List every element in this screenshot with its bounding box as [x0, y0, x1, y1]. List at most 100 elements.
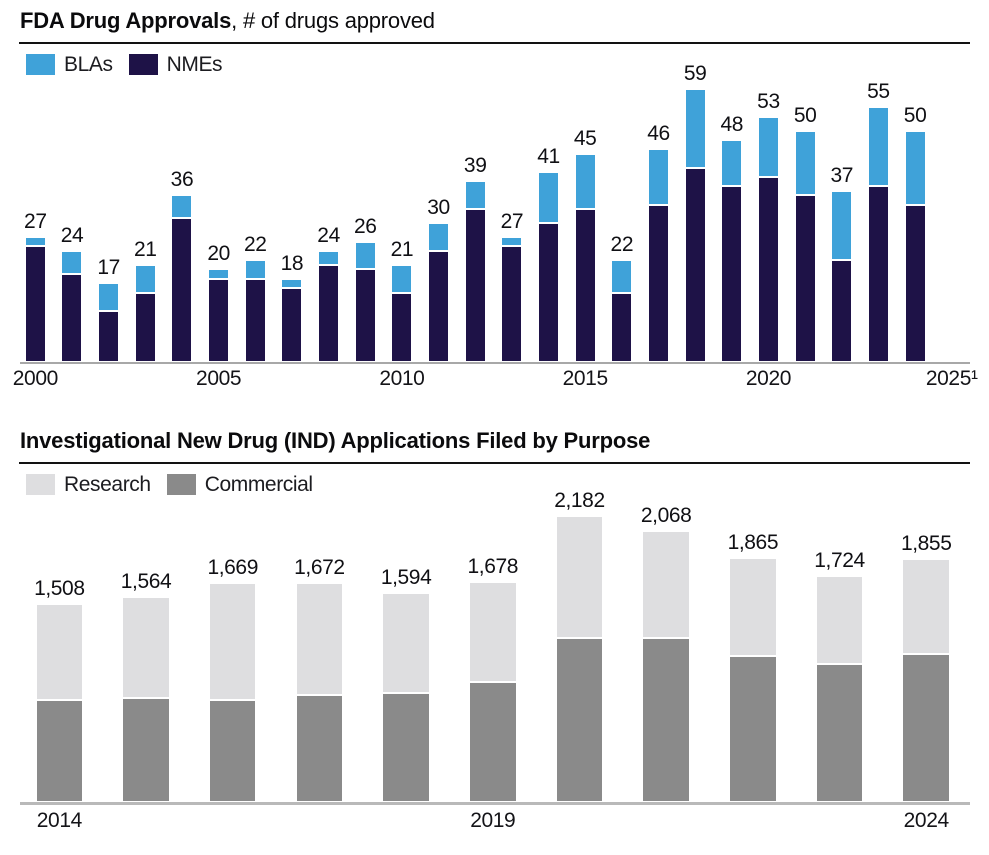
legend-label: Commercial	[204, 472, 313, 496]
x-tick-empty	[787, 368, 824, 390]
x-tick-empty	[189, 810, 276, 832]
bar-column-2013: 27	[494, 75, 531, 362]
bar-segment-nmes	[208, 278, 230, 362]
x-tick-empty	[604, 368, 641, 390]
bar-total-label: 1,669	[207, 556, 258, 580]
research-swatch-icon	[26, 473, 55, 495]
bar-segment-blas	[831, 190, 853, 261]
bar-column-2024: 50	[897, 75, 934, 362]
x-tick-2015: 2015	[563, 368, 609, 390]
x-tick-empty	[420, 368, 457, 390]
legend: BLAs NMEs	[26, 53, 989, 75]
x-tick-empty	[796, 810, 883, 832]
legend-label: Research	[64, 472, 151, 496]
chart-title: FDA Drug Approvals, # of drugs approved	[20, 8, 969, 34]
bar-segment-research	[815, 576, 864, 664]
x-tick-empty	[713, 368, 750, 390]
bar-total-label: 22	[243, 233, 267, 257]
bar-segment-nmes	[794, 195, 816, 362]
x-tick-2000: 2000	[13, 368, 59, 390]
x-tick-empty	[823, 368, 860, 390]
bar-segment-blas	[98, 283, 120, 312]
x-tick-2024: 2024	[883, 810, 970, 832]
bar-segment-blas	[318, 250, 340, 265]
x-tick-2005: 2005	[196, 368, 242, 390]
x-tick-2010: 2010	[379, 368, 425, 390]
bar-total-label: 1,564	[120, 569, 172, 593]
x-tick-empty	[494, 368, 531, 390]
bar-column-2022: 37	[823, 75, 860, 362]
bar-segment-commercial	[729, 656, 777, 802]
bar-segment-nmes	[171, 218, 193, 362]
x-tick-empty	[623, 810, 710, 832]
bar-segment-commercial	[555, 638, 604, 802]
x-tick-label: 2015	[562, 367, 609, 390]
bar-column-2015: 45	[567, 75, 604, 362]
bar-total-label: 17	[97, 256, 120, 280]
bar-segment-blas	[391, 264, 413, 293]
bar-column-2004: 36	[164, 75, 201, 362]
bar-column-2012: 39	[457, 75, 494, 362]
bar-column-2017: 1,672	[276, 495, 363, 802]
bar-segment-commercial	[295, 694, 344, 802]
bar-total-label: 30	[427, 196, 450, 220]
bar-total-label: 1,724	[814, 549, 865, 572]
bar-segment-research	[729, 557, 777, 657]
bar-segment-nmes	[757, 176, 779, 362]
bar-total-label: 24	[60, 223, 84, 247]
bar-column-2016: 22	[604, 75, 641, 362]
nmes-swatch-icon	[128, 53, 158, 75]
legend-item-blas: BLAs	[26, 53, 113, 75]
legend-label: NMEs	[166, 52, 223, 76]
bar-total-label: 50	[903, 103, 927, 127]
bar-segment-commercial	[35, 700, 84, 802]
bar-segment-blas	[208, 269, 230, 279]
bar-segment-blas	[611, 260, 633, 293]
bar-column-2021: 2,068	[623, 495, 710, 802]
legend-item-research: Research	[26, 472, 151, 496]
x-tick-empty	[347, 368, 384, 390]
bar-column-2001: 24	[54, 75, 91, 362]
x-tick-2020: 2020	[746, 368, 792, 390]
bar-segment-commercial	[122, 698, 170, 802]
bar-segment-blas	[134, 264, 156, 293]
bar-segment-nmes	[904, 204, 926, 362]
bar-segment-blas	[721, 139, 743, 187]
blas-swatch-icon	[26, 53, 55, 75]
x-tick-empty	[54, 368, 91, 390]
x-tick-label: 2010	[379, 367, 425, 390]
x-tick-empty	[90, 368, 127, 390]
bar-segment-commercial	[382, 692, 430, 802]
legend: Research Commercial	[26, 473, 989, 495]
bar-column-2015: 1,564	[103, 495, 190, 802]
bar-column-2017: 46	[640, 75, 677, 362]
bar-column-2020: 2,182	[536, 490, 623, 802]
bar-total-label: 1,678	[467, 555, 519, 579]
bar-segment-nmes	[501, 246, 523, 362]
bar-total-label: 21	[134, 237, 157, 261]
x-tick-empty	[276, 810, 363, 832]
bar-column-2023: 1,724	[796, 495, 883, 802]
bar-total-label: 20	[207, 242, 230, 266]
x-tick-2025¹: 2025¹	[926, 368, 978, 390]
x-tick-empty	[310, 368, 347, 390]
x-tick-empty	[127, 368, 164, 390]
bar-column-2018: 1,594	[363, 495, 450, 802]
bar-total-label: 27	[500, 210, 524, 233]
bar-segment-commercial	[902, 653, 950, 802]
bar-column-2019: 1,678	[449, 495, 536, 802]
bar-segment-nmes	[281, 287, 303, 362]
bar-segment-research	[35, 604, 84, 701]
bar-segment-nmes	[684, 167, 706, 362]
x-tick-empty	[103, 810, 190, 832]
x-tick-empty	[274, 368, 311, 390]
bar-total-label: 1,855	[900, 531, 952, 555]
x-tick-empty	[677, 368, 714, 390]
bar-column-2022: 1,865	[710, 495, 797, 802]
x-tick-label: 2005	[196, 367, 242, 390]
bar-total-label: 45	[573, 126, 597, 150]
bar-column-2023: 55	[860, 75, 897, 362]
bar-segment-blas	[538, 172, 560, 224]
bar-column-2018: 59	[677, 63, 714, 362]
bar-column-2024: 1,855	[883, 495, 970, 802]
